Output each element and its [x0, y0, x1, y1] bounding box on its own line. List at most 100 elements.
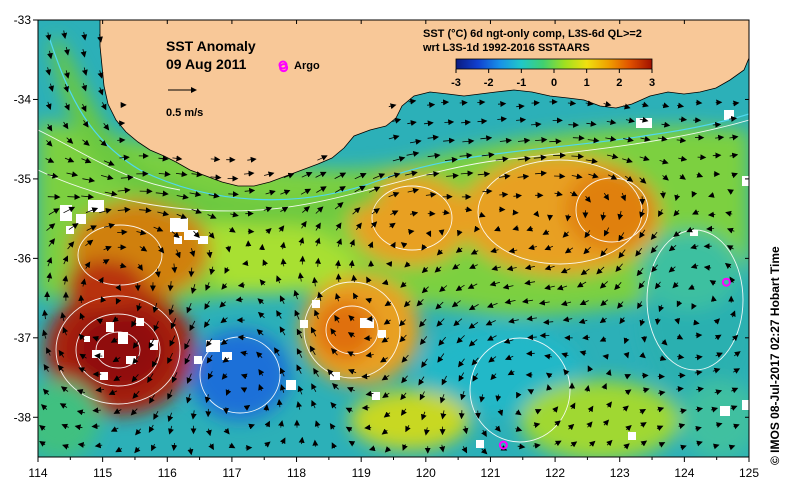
- velocity-arrow: [507, 369, 515, 376]
- velocity-arrow: [280, 189, 291, 196]
- velocity-arrow: [220, 317, 228, 324]
- velocity-arrow: [451, 300, 461, 308]
- velocity-arrow: [516, 117, 527, 124]
- velocity-arrow: [533, 210, 540, 218]
- velocity-arrow: [544, 284, 555, 291]
- velocity-arrow: [265, 189, 276, 196]
- velocity-arrow: [503, 338, 514, 344]
- velocity-arrow: [221, 283, 228, 290]
- velocity-arrow: [334, 202, 344, 210]
- velocity-arrow: [524, 279, 536, 286]
- velocity-arrow: [193, 230, 200, 239]
- velocity-arrow: [658, 442, 666, 448]
- velocity-arrow: [461, 446, 468, 454]
- velocity-arrow: [278, 225, 285, 232]
- velocity-arrow: [618, 232, 625, 242]
- velocity-arrow: [400, 408, 407, 416]
- velocity-arrow: [639, 177, 647, 184]
- velocity-arrow: [57, 364, 64, 372]
- velocity-arrow: [731, 387, 739, 394]
- velocity-arrow: [99, 139, 108, 147]
- velocity-arrow: [334, 172, 347, 179]
- velocity-arrow: [605, 135, 617, 142]
- velocity-arrow: [584, 230, 591, 239]
- velocity-arrow: [147, 373, 154, 383]
- velocity-arrow: [40, 404, 48, 411]
- velocity-arrow: [79, 353, 87, 360]
- velocity-arrow: [486, 302, 498, 309]
- velocity-arrow: [314, 237, 321, 247]
- velocity-arrow: [603, 227, 610, 237]
- velocity-arrow: [171, 372, 178, 384]
- velocity-arrow: [728, 444, 736, 451]
- velocity-arrow: [623, 337, 630, 345]
- velocity-arrow: [167, 352, 173, 364]
- velocity-arrow: [327, 368, 335, 377]
- velocity-arrow: [264, 171, 275, 178]
- velocity-arrow: [487, 335, 497, 341]
- velocity-arrow: [363, 335, 372, 342]
- velocity-arrow: [477, 171, 491, 178]
- velocity-arrow: [532, 442, 541, 449]
- velocity-arrow: [365, 390, 374, 397]
- velocity-arrow: [203, 318, 211, 328]
- velocity-arrow: [408, 228, 415, 235]
- velocity-arrow: [155, 190, 169, 197]
- velocity-arrow: [347, 351, 355, 357]
- velocity-arrow: [406, 150, 420, 157]
- velocity-arrow: [434, 266, 442, 273]
- velocity-arrow: [624, 389, 632, 396]
- velocity-arrow: [639, 352, 646, 359]
- velocity-arrow: [67, 241, 75, 250]
- velocity-arrow: [691, 303, 697, 310]
- velocity-arrow: [311, 399, 317, 409]
- velocity-arrow: [607, 174, 618, 180]
- velocity-arrow: [421, 358, 428, 368]
- velocity-arrow: [544, 353, 553, 360]
- velocity-arrow: [549, 138, 562, 145]
- velocity-arrow: [462, 138, 475, 145]
- velocity-arrow: [148, 338, 155, 349]
- velocity-arrow: [659, 158, 669, 165]
- velocity-arrow: [674, 317, 680, 325]
- velocity-arrow: [58, 349, 65, 358]
- velocity-arrow: [60, 386, 69, 393]
- velocity-arrow: [279, 384, 286, 393]
- velocity-arrow: [94, 442, 103, 449]
- velocity-arrow: [622, 157, 633, 164]
- colorbar-tick-label: -2: [484, 77, 494, 89]
- velocity-arrow: [635, 247, 643, 257]
- lon-tick-label: 120: [416, 466, 436, 480]
- velocity-arrow: [348, 440, 356, 447]
- velocity-arrow: [387, 172, 401, 179]
- velocity-arrow: [187, 447, 194, 456]
- velocity-arrow: [210, 156, 221, 163]
- velocity-arrow: [481, 152, 495, 159]
- velocity-arrow: [355, 222, 362, 231]
- velocity-arrow: [544, 244, 554, 251]
- velocity-arrow: [390, 210, 399, 216]
- velocity-arrow: [45, 32, 52, 41]
- velocity-arrow: [460, 390, 466, 401]
- velocity-arrow: [314, 420, 321, 428]
- velocity-arrow: [661, 339, 668, 346]
- velocity-arrow: [659, 355, 667, 361]
- velocity-arrow: [220, 339, 229, 345]
- velocity-arrow: [656, 425, 664, 431]
- velocity-arrow: [602, 419, 610, 426]
- velocity-arrow: [468, 321, 479, 329]
- velocity-arrow: [46, 223, 56, 231]
- velocity-arrow: [409, 138, 422, 145]
- colorbar-tick-label: 0: [551, 77, 557, 89]
- velocity-arrow: [115, 284, 122, 292]
- lon-tick-label: 118: [287, 466, 306, 480]
- velocity-arrow: [313, 367, 319, 377]
- velocity-arrow: [640, 136, 651, 142]
- velocity-arrow: [103, 245, 112, 252]
- velocity-arrow: [158, 155, 169, 162]
- velocity-arrow: [131, 319, 137, 328]
- velocity-arrow: [455, 284, 465, 291]
- velocity-arrow: [279, 367, 286, 377]
- velocity-arrow: [298, 436, 305, 445]
- velocity-arrow: [726, 227, 735, 234]
